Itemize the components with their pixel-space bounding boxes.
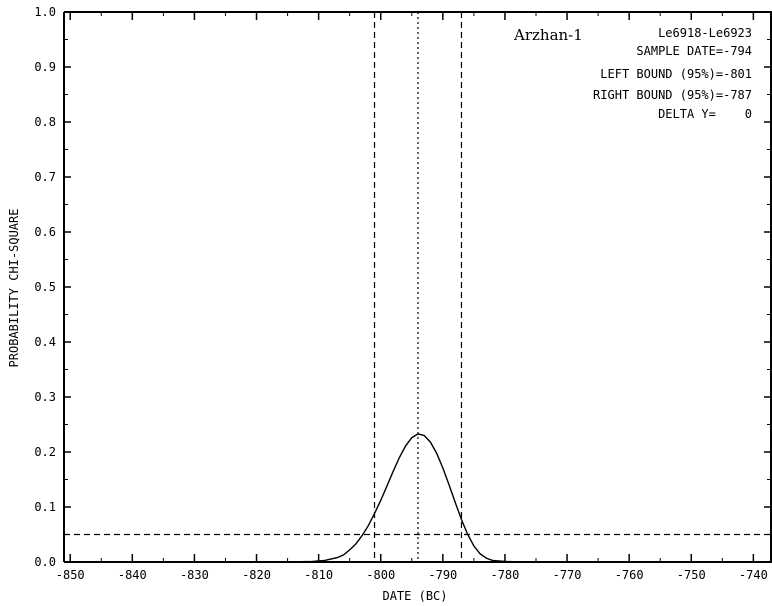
x-tick-label: -750 <box>677 568 706 582</box>
y-tick-label: 0.5 <box>34 280 56 294</box>
y-tick-label: 1.0 <box>34 5 56 19</box>
ticks: 0.0 0.1 0.2 0.3 0.4 0.5 0.6 0.7 0.8 0.9 1.0 -850 -84… <box>34 5 772 582</box>
curve-group <box>64 433 772 563</box>
y-tick-label: 0.3 <box>34 390 56 404</box>
sample-date-line: SAMPLE DATE=-794 <box>636 44 752 58</box>
y-tick-label: 0.6 <box>34 225 56 239</box>
y-tick-label: 0.9 <box>34 60 56 74</box>
right-bound-line: RIGHT BOUND (95%)=-787 <box>593 88 752 102</box>
x-tick-label: -820 <box>242 568 271 582</box>
y-tick-label: 0.0 <box>34 555 56 569</box>
y-tick-label: 0.4 <box>34 335 56 349</box>
y-tick-label: 0.1 <box>34 500 56 514</box>
lab-codes: Le6918-Le6923 <box>658 26 752 40</box>
reference-lines <box>64 12 772 562</box>
x-axis-label: DATE (BC) <box>382 589 447 603</box>
probability-curve <box>64 433 772 563</box>
y-axis-label: PROBABILITY CHI-SQUARE <box>7 209 21 368</box>
x-tick-label: -800 <box>366 568 395 582</box>
y-tick-label: 0.8 <box>34 115 56 129</box>
x-tick-label: -850 <box>56 568 85 582</box>
x-tick-label: -780 <box>490 568 519 582</box>
x-tick-label: -840 <box>118 568 147 582</box>
x-tick-label: -770 <box>553 568 582 582</box>
delta-y-line: DELTA Y= 0 <box>658 107 752 121</box>
left-bound-line: LEFT BOUND (95%)=-801 <box>600 67 752 81</box>
y-tick-label: 0.7 <box>34 170 56 184</box>
x-tick-label: -830 <box>180 568 209 582</box>
site-name: Arzhan-1 <box>513 26 583 44</box>
y-tick-label: 0.2 <box>34 445 56 459</box>
x-tick-label: -760 <box>615 568 644 582</box>
annotation-block: Arzhan-1 Le6918-Le6923 SAMPLE DATE=-794 … <box>513 26 752 121</box>
x-tick-label: -740 <box>739 568 768 582</box>
x-tick-label: -810 <box>304 568 333 582</box>
x-tick-label: -790 <box>428 568 457 582</box>
